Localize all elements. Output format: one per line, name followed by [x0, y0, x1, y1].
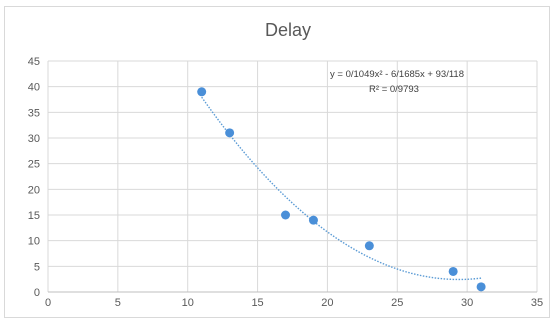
chart-title: Delay	[265, 20, 311, 40]
x-axis-ticks: 0 5 10 15 20 25 30 35	[45, 297, 543, 309]
y-tick-label: 15	[28, 210, 40, 222]
x-tick-label: 5	[115, 297, 121, 309]
y-axis-ticks: 0 5 10 15 20 25 30 35 40 45	[28, 56, 40, 299]
data-points	[197, 87, 486, 292]
x-tick-label: 20	[321, 297, 333, 309]
data-point	[364, 241, 374, 251]
x-tick-label: 15	[251, 297, 263, 309]
data-point	[448, 266, 458, 276]
y-tick-label: 5	[34, 261, 40, 273]
y-tick-label: 45	[28, 56, 40, 68]
y-tick-label: 25	[28, 159, 40, 171]
trendline	[201, 96, 482, 281]
data-point	[281, 210, 291, 220]
data-point	[225, 128, 235, 138]
y-tick-label: 10	[28, 236, 40, 248]
gridlines	[47, 60, 538, 293]
x-tick-label: 0	[45, 297, 51, 309]
y-tick-label: 30	[28, 133, 40, 145]
r-squared-label: R² = 0/9793	[369, 84, 419, 95]
data-point	[308, 215, 318, 225]
trendline-equation: y = 0/1049x² - 6/1685x + 93/118	[330, 69, 464, 80]
x-tick-label: 35	[531, 297, 543, 309]
x-tick-label: 30	[461, 297, 473, 309]
x-tick-label: 25	[391, 297, 403, 309]
y-tick-label: 40	[28, 82, 40, 94]
data-point	[197, 87, 207, 97]
data-point	[476, 282, 486, 292]
y-tick-label: 20	[28, 184, 40, 196]
y-tick-label: 0	[34, 287, 40, 299]
x-tick-label: 10	[182, 297, 194, 309]
y-tick-label: 35	[28, 107, 40, 119]
